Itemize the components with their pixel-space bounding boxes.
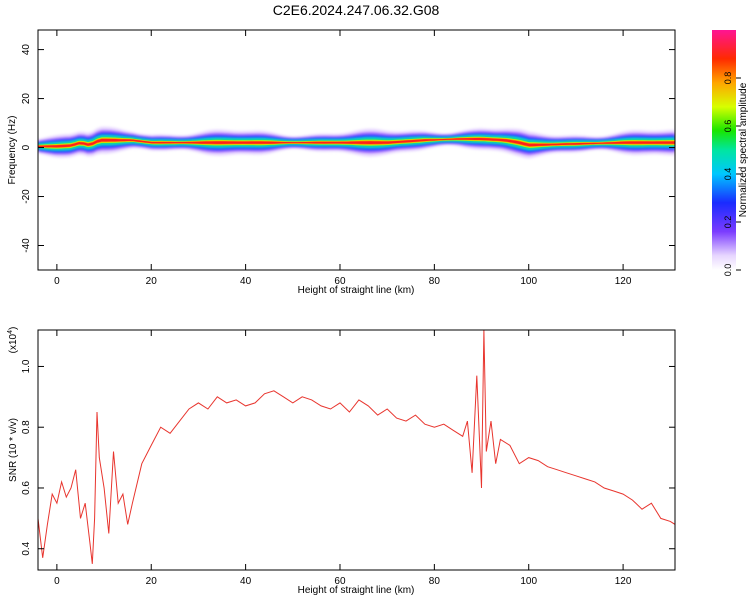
colorbar: 0.0 0.2 0.4 0.6 0.8 Normalized spectral ampl… [712, 30, 749, 276]
snr-frame [37, 329, 676, 571]
y-tick-label: 0.4 [21, 541, 32, 555]
spectrogram-image [38, 126, 675, 159]
x-tick-label: 0 [54, 276, 60, 287]
x-tick-label: 0 [54, 576, 60, 587]
x-tick-label: 100 [520, 576, 537, 587]
colorbar-tick-label: 0.8 [723, 72, 733, 85]
spectrogram-panel: 0 20 40 60 80 100 120 -40 -20 0 20 40 Height of st… [7, 29, 676, 296]
colorbar-ticks: 0.0 0.2 0.4 0.6 0.8 [723, 72, 741, 277]
x-tick-label: 60 [334, 576, 346, 587]
x-tick-label: 60 [334, 276, 346, 287]
colorbar-tick-label: 0.4 [723, 168, 733, 181]
spectrogram-x-label: Height of straight line (km) [298, 285, 415, 296]
snr-y-label: SNR (10 * v/v) [8, 418, 19, 482]
x-tick-label: 20 [146, 576, 158, 587]
y-tick-label: 0 [21, 144, 32, 150]
snr-x-axis: 0 20 40 60 80 100 120 [54, 330, 632, 587]
x-tick-label: 40 [240, 276, 252, 287]
colorbar-label: Normalized spectral amplitude [738, 82, 749, 217]
y-tick-label: 0.8 [21, 420, 32, 434]
spectrogram-band [38, 138, 675, 148]
x-tick-label: 120 [615, 576, 632, 587]
spectrogram-y-label: Frequency (Hz) [7, 116, 18, 185]
x-tick-label: 80 [429, 576, 441, 587]
x-tick-label: 80 [429, 276, 441, 287]
y-tick-label: 40 [21, 44, 32, 56]
x-tick-label: 100 [520, 276, 537, 287]
y-tick-label: -20 [21, 189, 32, 204]
figure-title: C2E6.2024.247.06.32.G08 [273, 2, 440, 18]
snr-panel: 0 20 40 60 80 100 120 0.4 0.6 0.8 1.0 Height of s… [7, 327, 676, 596]
spectrogram-y-axis: -40 -20 0 20 40 [21, 44, 675, 253]
y-tick-label: -40 [21, 238, 32, 253]
spectrogram-x-axis: 0 20 40 60 80 100 120 [54, 30, 632, 287]
colorbar-gradient [712, 30, 736, 270]
x-tick-label: 40 [240, 576, 252, 587]
snr-x-label: Height of straight line (km) [298, 585, 415, 596]
x-tick-label: 20 [146, 276, 158, 287]
colorbar-tick-label: 0.2 [723, 216, 733, 229]
y-tick-label: 0.6 [21, 481, 32, 495]
x-tick-label: 120 [615, 276, 632, 287]
colorbar-tick-label: 0.6 [723, 120, 733, 133]
y-tick-label: 20 [21, 93, 32, 105]
snr-scale-label: (x104) [7, 327, 19, 354]
snr-series-line [38, 330, 675, 564]
snr-y-axis: 0.4 0.6 0.8 1.0 [21, 359, 675, 556]
colorbar-tick-label: 0.0 [723, 264, 733, 277]
y-tick-label: 1.0 [21, 359, 32, 373]
spectrogram-frame [37, 29, 676, 271]
